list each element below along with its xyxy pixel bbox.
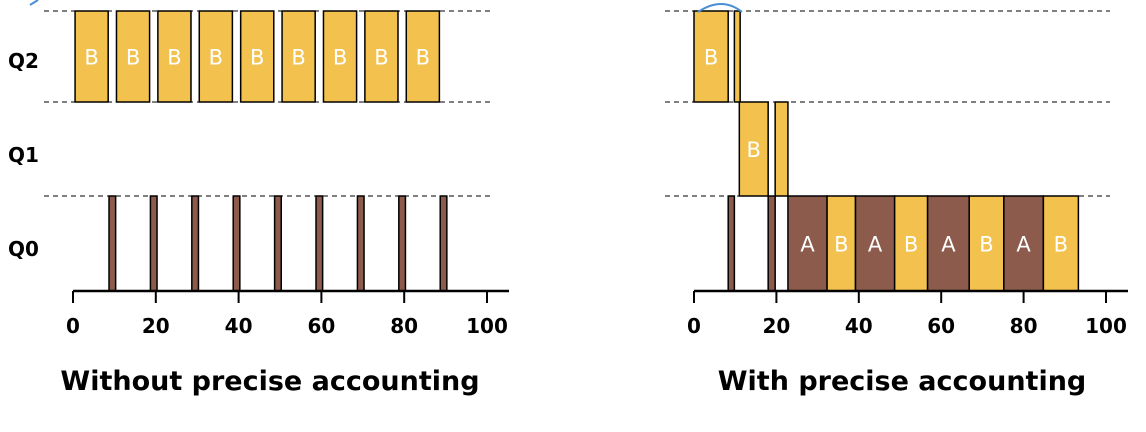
panel-with-precise-accounting: BBA B A B A B A B0 20 40 60 80 100 [665, 10, 1128, 338]
time-slice-q1 [774, 101, 789, 197]
time-slice-q0 [926, 195, 970, 292]
time-slice-label: B [704, 46, 718, 70]
time-slice-label: B [747, 138, 761, 162]
time-slice-q2 [322, 10, 358, 103]
time-slice-q2 [733, 10, 741, 103]
time-slice-label: B [209, 46, 223, 70]
time-slice-q2 [157, 10, 192, 103]
time-slice-q2 [198, 10, 234, 103]
time-slice-q2 [364, 10, 399, 103]
time-slice-q0 [356, 195, 365, 292]
time-slice-q0 [232, 195, 241, 292]
annotation-arc [697, 3, 743, 13]
time-slice-label: B [904, 233, 918, 257]
time-slice-label: B [84, 46, 98, 70]
time-slice-label: B [333, 46, 347, 70]
x-tick-label: 80 [390, 314, 418, 338]
x-tick-label: 100 [1085, 314, 1127, 338]
time-slice-label: B [250, 46, 264, 70]
time-slice-label: B [1054, 233, 1068, 257]
time-slice-label: A [941, 233, 956, 257]
time-slice-q0 [767, 195, 776, 292]
x-tick-label: 60 [927, 314, 955, 338]
time-slice-label: B [126, 46, 140, 70]
time-slice-label: B [167, 46, 181, 70]
time-slice-q0 [968, 195, 1005, 292]
queue-label-q1: Q1 [8, 143, 39, 167]
time-slice-q2 [115, 10, 151, 103]
panel-title-with: With precise accounting [718, 366, 1087, 397]
time-slice-q1 [738, 101, 769, 197]
x-tick-label: 40 [845, 314, 873, 338]
queue-label-q2: Q2 [8, 49, 39, 73]
x-tick-label: 100 [466, 314, 508, 338]
time-slice-q2 [693, 10, 729, 103]
time-slice-label: A [1016, 233, 1031, 257]
time-slice-label: B [291, 46, 305, 70]
time-slice-q0 [273, 195, 282, 292]
x-tick-label: 0 [66, 314, 80, 338]
time-slice-q0 [1042, 195, 1080, 292]
time-slice-q0 [398, 195, 407, 292]
x-tick-label: 20 [762, 314, 790, 338]
time-slice-label: A [868, 233, 883, 257]
x-tick-label: 80 [1010, 314, 1038, 338]
queue-label-q0: Q0 [8, 237, 39, 261]
time-slice-q0 [191, 195, 200, 292]
time-slice-q2 [74, 10, 109, 103]
time-slice-q0 [439, 195, 448, 292]
time-slice-label: B [979, 233, 993, 257]
time-slice-q0 [893, 195, 929, 292]
time-slice-label: A [800, 233, 815, 257]
annotation-mark [29, 0, 39, 6]
time-slice-q0 [315, 195, 324, 292]
time-slice-label: B [416, 46, 430, 70]
time-slice-q0 [727, 195, 736, 292]
panel-without-precise-accounting: B B B B B B B B B 0 20 40 60 80 100 [44, 10, 509, 338]
x-tick-label: 60 [307, 314, 335, 338]
time-slice-q0 [787, 195, 828, 292]
time-slice-q0 [108, 195, 117, 292]
time-slice-label: B [834, 233, 848, 257]
x-tick-label: 40 [225, 314, 253, 338]
panel-title-without: Without precise accounting [60, 366, 479, 397]
time-slice-q0 [149, 195, 158, 292]
x-tick-label: 20 [142, 314, 170, 338]
time-slice-label: B [374, 46, 388, 70]
x-tick-label: 0 [687, 314, 701, 338]
time-slice-q2 [405, 10, 441, 103]
time-slice-q2 [239, 10, 275, 103]
time-slice-q0 [854, 195, 896, 292]
time-slice-q0 [826, 195, 857, 292]
time-slice-q2 [281, 10, 316, 103]
